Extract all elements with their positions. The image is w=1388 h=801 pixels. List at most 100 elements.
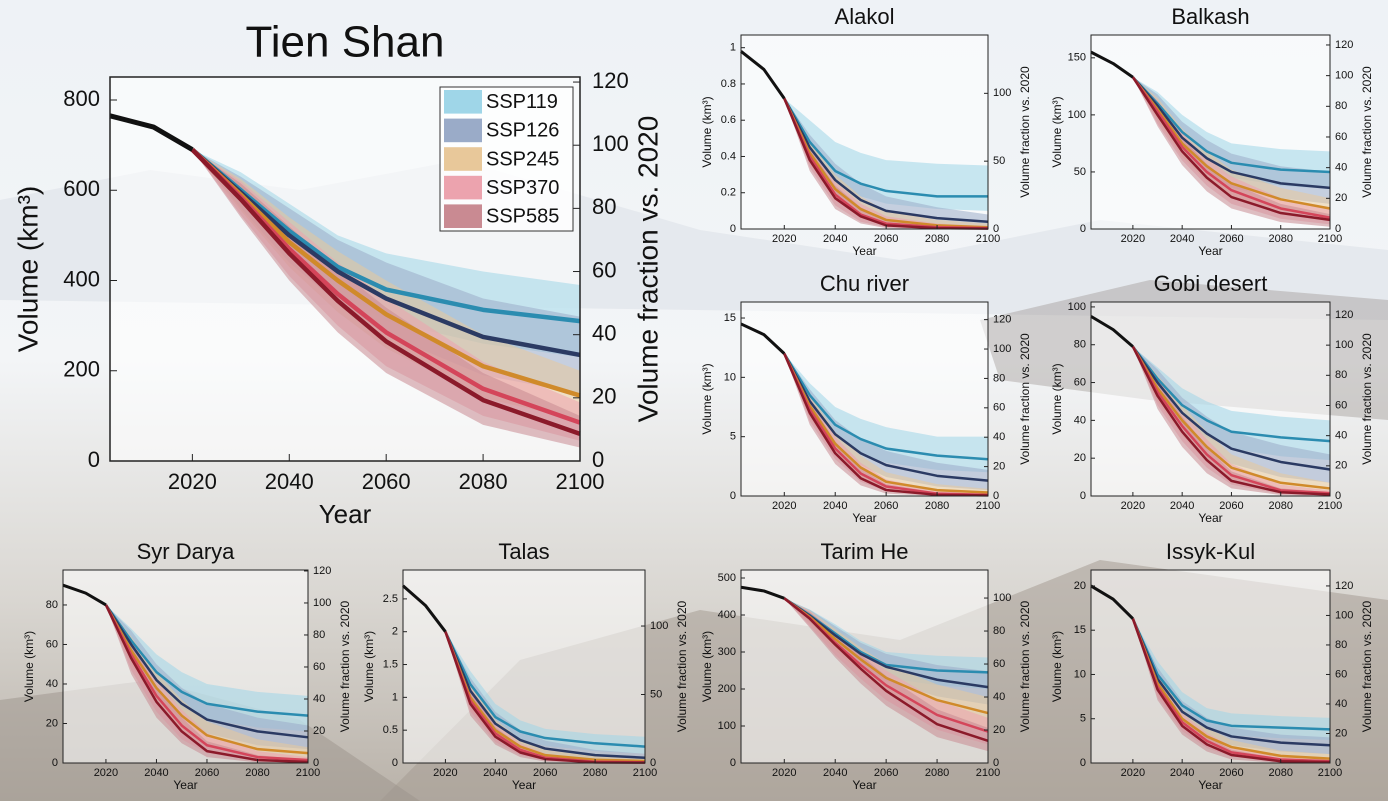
x-axis-label: Year	[1198, 778, 1222, 792]
x-tick-label: 2020	[433, 767, 457, 779]
x-tick-label: 2100	[1318, 767, 1342, 779]
legend-swatch	[444, 119, 482, 143]
x-axis-label: Year	[319, 499, 372, 529]
y2-tick-label: 100	[1335, 609, 1353, 621]
y-tick-label: 0.6	[721, 114, 736, 126]
y2-tick-label: 80	[313, 629, 325, 641]
x-tick-label: 2080	[925, 500, 949, 512]
chart-title: Chu river	[820, 271, 909, 296]
x-tick-label: 2080	[925, 233, 949, 245]
y2-tick-label: 60	[592, 257, 616, 282]
y-tick-label: 0	[730, 490, 736, 502]
x-tick-label: 2040	[483, 767, 507, 779]
x-tick-label: 2020	[772, 767, 796, 779]
chart-title: Balkash	[1171, 4, 1249, 29]
y-tick-label: 200	[718, 683, 736, 695]
x-tick-label: 2100	[556, 469, 605, 494]
y-tick-label: 0	[1080, 223, 1086, 235]
y2-tick-label: 100	[993, 343, 1011, 355]
x-tick-label: 2060	[1219, 500, 1243, 512]
y2-tick-label: 120	[993, 314, 1011, 326]
y2-tick-label: 40	[313, 693, 325, 705]
y2-tick-label: 100	[993, 87, 1011, 99]
y2-tick-label: 60	[993, 402, 1005, 414]
x-tick-label: 2080	[925, 767, 949, 779]
panel: 0204060800204060801001202020204020602080…	[22, 539, 352, 792]
x-tick-label: 2040	[1170, 500, 1194, 512]
x-tick-label: 2060	[195, 767, 219, 779]
y2-tick-label: 80	[592, 194, 616, 219]
legend-label: SSP245	[486, 148, 559, 170]
legend-swatch	[444, 204, 482, 228]
panel: 0200400600800020406080100120202020402060…	[12, 18, 663, 529]
y2-tick-label: 20	[1335, 727, 1347, 739]
x-tick-label: 2080	[583, 767, 607, 779]
y-tick-label: 1	[392, 691, 398, 703]
x-tick-label: 2040	[144, 767, 168, 779]
x-tick-label: 2040	[823, 233, 847, 245]
x-tick-label: 2040	[265, 469, 314, 494]
y-tick-label: 500	[718, 572, 736, 584]
y-axis-label: Volume (km³)	[362, 631, 376, 702]
x-axis-label: Year	[852, 778, 876, 792]
x-axis-label: Year	[852, 244, 876, 258]
x-tick-label: 2060	[874, 500, 898, 512]
y-tick-label: 0	[88, 447, 100, 472]
y-tick-label: 400	[63, 266, 100, 291]
y2-tick-label: 100	[650, 620, 668, 632]
y2-tick-label: 60	[313, 661, 325, 673]
x-axis-label: Year	[512, 778, 536, 792]
y2-tick-label: 80	[993, 625, 1005, 637]
y2-axis-label: Volume fraction vs. 2020	[1018, 333, 1032, 465]
y-tick-label: 0	[730, 223, 736, 235]
x-axis-label: Year	[1198, 244, 1222, 258]
y-tick-label: 600	[63, 176, 100, 201]
y-tick-label: 0.8	[721, 78, 736, 90]
y2-tick-label: 100	[1335, 70, 1353, 82]
x-tick-label: 2060	[1219, 233, 1243, 245]
x-tick-label: 2080	[459, 469, 508, 494]
x-tick-label: 2100	[296, 767, 320, 779]
y2-tick-label: 20	[1335, 192, 1347, 204]
y2-axis-label: Volume fraction vs. 2020	[1018, 66, 1032, 198]
x-tick-label: 2040	[823, 500, 847, 512]
y-axis-label: Volume (km³)	[700, 363, 714, 434]
y-axis-label: Volume (km³)	[1050, 96, 1064, 167]
panel: 0501001500204060801001202020204020602080…	[1050, 4, 1374, 258]
y-tick-label: 15	[724, 312, 736, 324]
x-tick-label: 2100	[976, 767, 1000, 779]
legend-label: SSP119	[486, 91, 558, 113]
y-axis-label: Volume (km³)	[12, 186, 43, 352]
y-tick-label: 200	[63, 357, 100, 382]
y2-tick-label: 80	[1335, 639, 1347, 651]
y-tick-label: 60	[1074, 376, 1086, 388]
y-tick-label: 0	[1080, 757, 1086, 769]
y2-axis-label: Volume fraction vs. 2020	[1360, 600, 1374, 732]
y2-tick-label: 50	[993, 155, 1005, 167]
y-tick-label: 15	[1074, 624, 1086, 636]
y2-axis-label: Volume fraction vs. 2020	[675, 600, 689, 732]
y2-tick-label: 100	[993, 592, 1011, 604]
legend-label: SSP585	[486, 205, 559, 227]
y2-tick-label: 120	[1335, 39, 1353, 51]
y2-tick-label: 20	[1335, 460, 1347, 472]
panel: 0510150204060801001202020204020602080210…	[700, 271, 1032, 525]
y2-tick-label: 40	[993, 431, 1005, 443]
y2-tick-label: 120	[1335, 309, 1353, 321]
y2-tick-label: 40	[993, 691, 1005, 703]
legend-swatch	[444, 90, 482, 114]
y-tick-label: 20	[46, 717, 58, 729]
y-tick-label: 0	[730, 757, 736, 769]
y-tick-label: 80	[46, 599, 58, 611]
chart-title: Gobi desert	[1154, 271, 1268, 296]
y-tick-label: 10	[1074, 668, 1086, 680]
x-tick-label: 2020	[94, 767, 118, 779]
y-tick-label: 5	[730, 431, 736, 443]
y-tick-label: 80	[1074, 339, 1086, 351]
legend-swatch	[444, 147, 482, 171]
x-tick-label: 2100	[976, 233, 1000, 245]
y2-tick-label: 100	[313, 597, 331, 609]
y2-tick-label: 60	[1335, 131, 1347, 143]
y-axis-label: Volume (km³)	[700, 96, 714, 167]
y-tick-label: 0	[1080, 490, 1086, 502]
